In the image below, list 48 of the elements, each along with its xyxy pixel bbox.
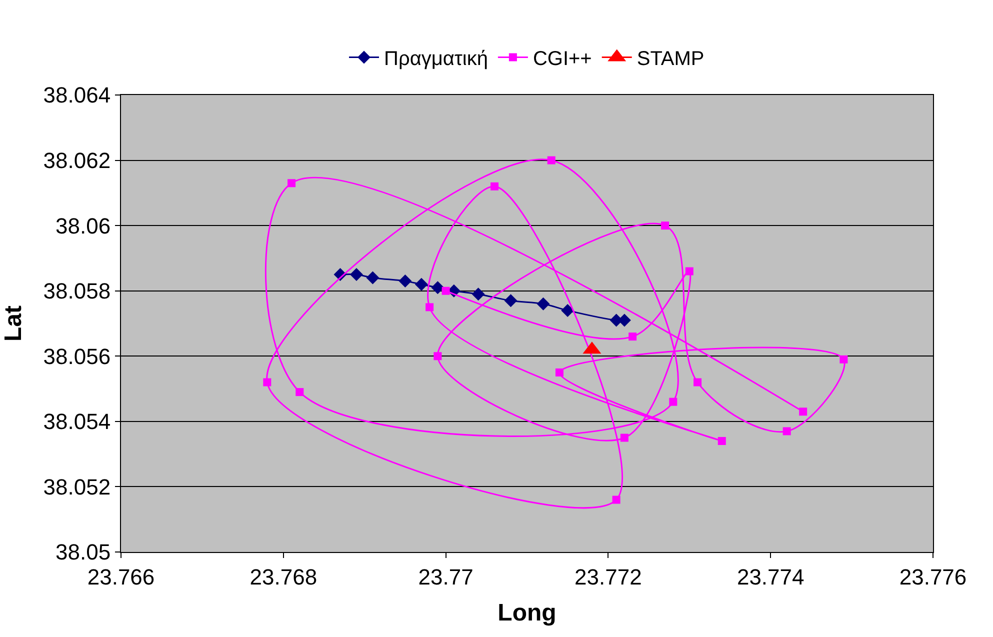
y-tick-label: 38.062 <box>43 148 111 173</box>
x-tick-label: 23.774 <box>736 564 804 590</box>
point <box>442 286 450 295</box>
legend-label: CGI++ <box>532 48 592 70</box>
point <box>628 332 637 341</box>
x-tick-label: 23.772 <box>574 564 642 590</box>
x-tick-label: 23.766 <box>87 564 155 590</box>
point <box>490 182 499 190</box>
point <box>799 408 808 416</box>
y-tick-label: 38.064 <box>43 82 111 108</box>
legend-label: STAMP <box>636 48 704 70</box>
y-tick-label: 38.06 <box>56 213 111 238</box>
y-tick-label: 38.058 <box>43 278 111 304</box>
x-tick-label: 23.768 <box>250 564 318 590</box>
point <box>296 388 304 396</box>
point <box>612 496 620 504</box>
x-axis-title: Long <box>498 600 556 627</box>
point <box>426 303 434 312</box>
y-tick-label: 38.056 <box>43 344 111 369</box>
point <box>782 427 791 436</box>
point <box>685 267 694 276</box>
point <box>434 352 442 360</box>
point <box>414 278 428 291</box>
point <box>718 437 726 446</box>
point <box>661 222 670 230</box>
x-tick-label: 23.776 <box>899 564 967 590</box>
y-axis-title: Lat <box>0 305 27 342</box>
x-tick-label: 23.77 <box>418 564 474 590</box>
point <box>555 368 564 376</box>
point <box>472 288 485 301</box>
point <box>263 378 272 386</box>
point <box>620 434 628 442</box>
point <box>840 355 848 364</box>
point <box>536 297 550 310</box>
point <box>669 398 678 406</box>
point <box>504 294 518 308</box>
y-tick-label: 38.052 <box>43 474 111 500</box>
point <box>398 274 412 288</box>
legend-label: Πραγματική <box>384 48 488 70</box>
y-tick-label: 38.05 <box>56 540 111 565</box>
point <box>288 179 296 188</box>
point <box>431 281 444 294</box>
point <box>561 304 574 317</box>
point <box>547 156 556 164</box>
y-tick-label: 38.054 <box>43 409 111 434</box>
point <box>366 271 380 284</box>
point <box>694 378 702 386</box>
point <box>350 268 363 282</box>
